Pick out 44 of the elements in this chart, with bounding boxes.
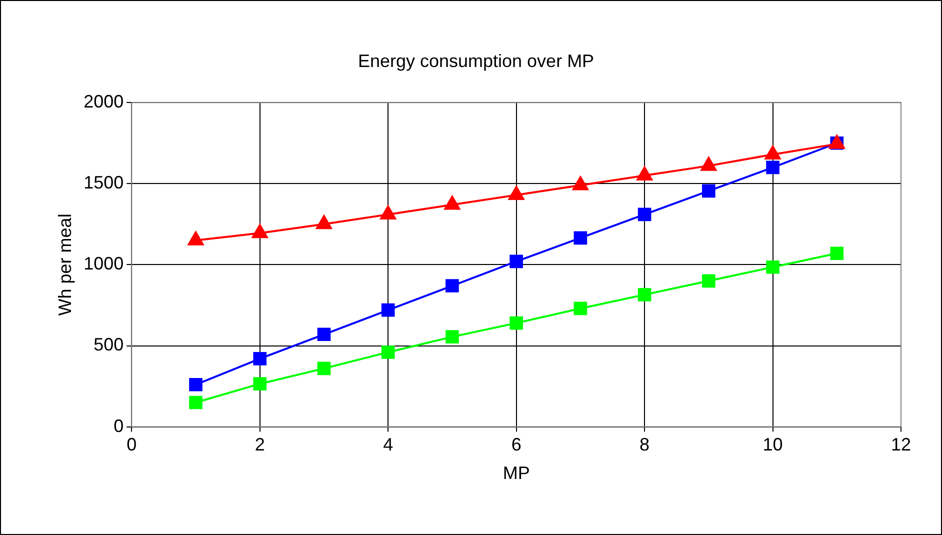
point [700,156,717,171]
point [638,288,652,302]
y-tick-label: 500 [94,334,124,355]
point [446,279,459,292]
point [702,274,716,288]
point [766,260,780,274]
point [252,224,268,238]
point [638,208,652,222]
point [508,186,524,200]
point [764,145,781,160]
x-tick-label: 4 [383,434,394,455]
point [510,254,523,268]
point [636,166,652,181]
point [380,205,396,220]
point [572,176,588,190]
point [830,246,844,260]
y-tick-label: 1500 [84,172,124,193]
point [317,328,331,342]
y-tick-label: 2000 [84,92,124,112]
point [189,396,202,410]
point [316,215,332,230]
x-tick-label: 6 [511,434,522,455]
x-tick-label: 0 [126,434,137,455]
point [253,377,267,390]
y-axis-title: Wh per meal [54,214,75,316]
point [510,316,523,330]
x-tick-label: 12 [890,434,912,455]
y-tick-label: 0 [114,416,124,436]
point [444,196,460,210]
point [446,330,459,344]
point [317,362,331,376]
point [381,303,395,317]
x-tick-label: 2 [254,434,265,455]
x-tick-label: 8 [640,434,650,455]
point [381,346,395,359]
chart-title: Energy consumption over MP [358,50,594,71]
point [574,231,588,245]
x-axis-title: MP [502,463,530,484]
point [253,352,267,366]
x-tick-label: 10 [762,434,783,455]
point [188,231,204,246]
point [189,378,202,392]
point [574,302,588,316]
y-tick-label: 1000 [84,254,124,274]
